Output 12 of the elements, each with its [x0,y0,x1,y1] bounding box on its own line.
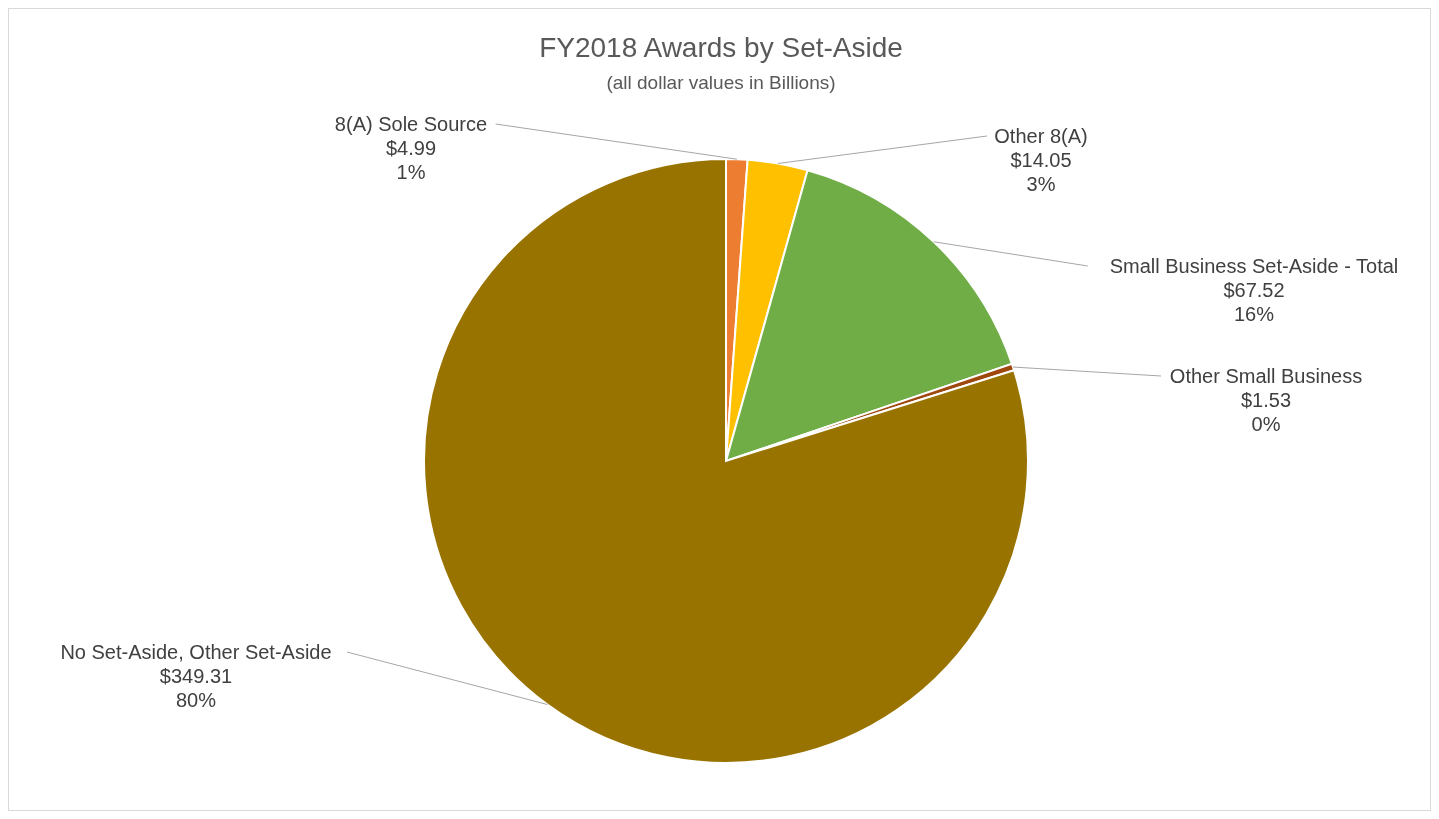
data-label: $67.52 16% [1223,279,1285,325]
slice-label: 8(A) Sole Source [334,113,488,135]
data-label: $1.53 0% [1240,389,1292,435]
slice-label: Other 8(A) [994,125,1088,147]
slice-label: Other Small Business [1169,365,1363,387]
chart-title: FY2018 Awards by Set-Aside [539,32,903,63]
chart-subtitle: (all dollar values in Billions) [606,72,836,93]
slice-label: No Set-Aside, Other Set-Aside [60,641,332,663]
data-label: $349.31 80% [159,665,233,711]
data-label: $4.99 1% [385,137,437,183]
data-label: $14.05 3% [1010,149,1072,195]
slice-label: Small Business Set-Aside - Total [1109,255,1399,277]
